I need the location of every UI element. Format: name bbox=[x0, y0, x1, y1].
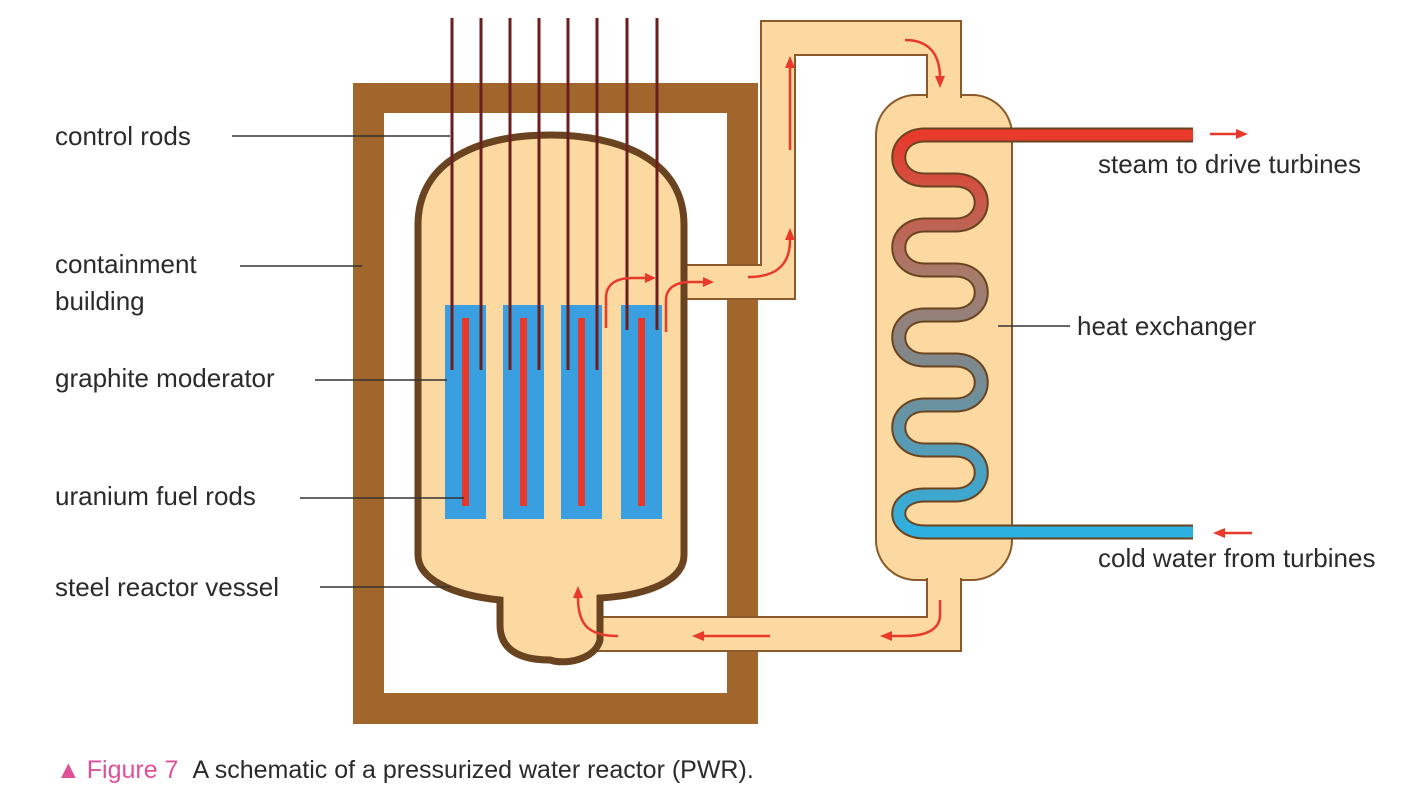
figure-caption: ▲ Figure 7 A schematic of a pressurized wa… bbox=[56, 756, 754, 785]
label-control-rods: control rods bbox=[55, 121, 191, 151]
label-steam: steam to drive turbines bbox=[1098, 149, 1361, 179]
flow-arrows bbox=[576, 38, 942, 638]
label-containment-line2: building bbox=[55, 286, 145, 316]
label-cold-water: cold water from turbines bbox=[1098, 543, 1375, 573]
label-uranium-fuel-rods: uranium fuel rods bbox=[55, 481, 256, 511]
caption-marker: ▲ bbox=[56, 756, 81, 784]
coolant-loop bbox=[570, 20, 962, 652]
steel-reactor-vessel bbox=[414, 131, 688, 666]
steam-out-arrow bbox=[1210, 129, 1248, 139]
caption-text: A schematic of a pressurized water react… bbox=[192, 756, 754, 784]
label-graphite-moderator: graphite moderator bbox=[55, 363, 275, 393]
uranium-fuel-rods bbox=[462, 318, 645, 506]
label-steel-reactor-vessel: steel reactor vessel bbox=[55, 572, 279, 602]
label-containment-line1: containment bbox=[55, 249, 197, 279]
flow-arrowheads bbox=[573, 56, 945, 641]
cold-water-in-arrow bbox=[1213, 528, 1252, 538]
heat-exchanger-coil bbox=[891, 127, 1193, 540]
leader-lines bbox=[232, 135, 1070, 588]
control-rods bbox=[450, 18, 659, 370]
figure-number: Figure 7 bbox=[86, 756, 179, 784]
label-heat-exchanger: heat exchanger bbox=[1077, 311, 1257, 341]
